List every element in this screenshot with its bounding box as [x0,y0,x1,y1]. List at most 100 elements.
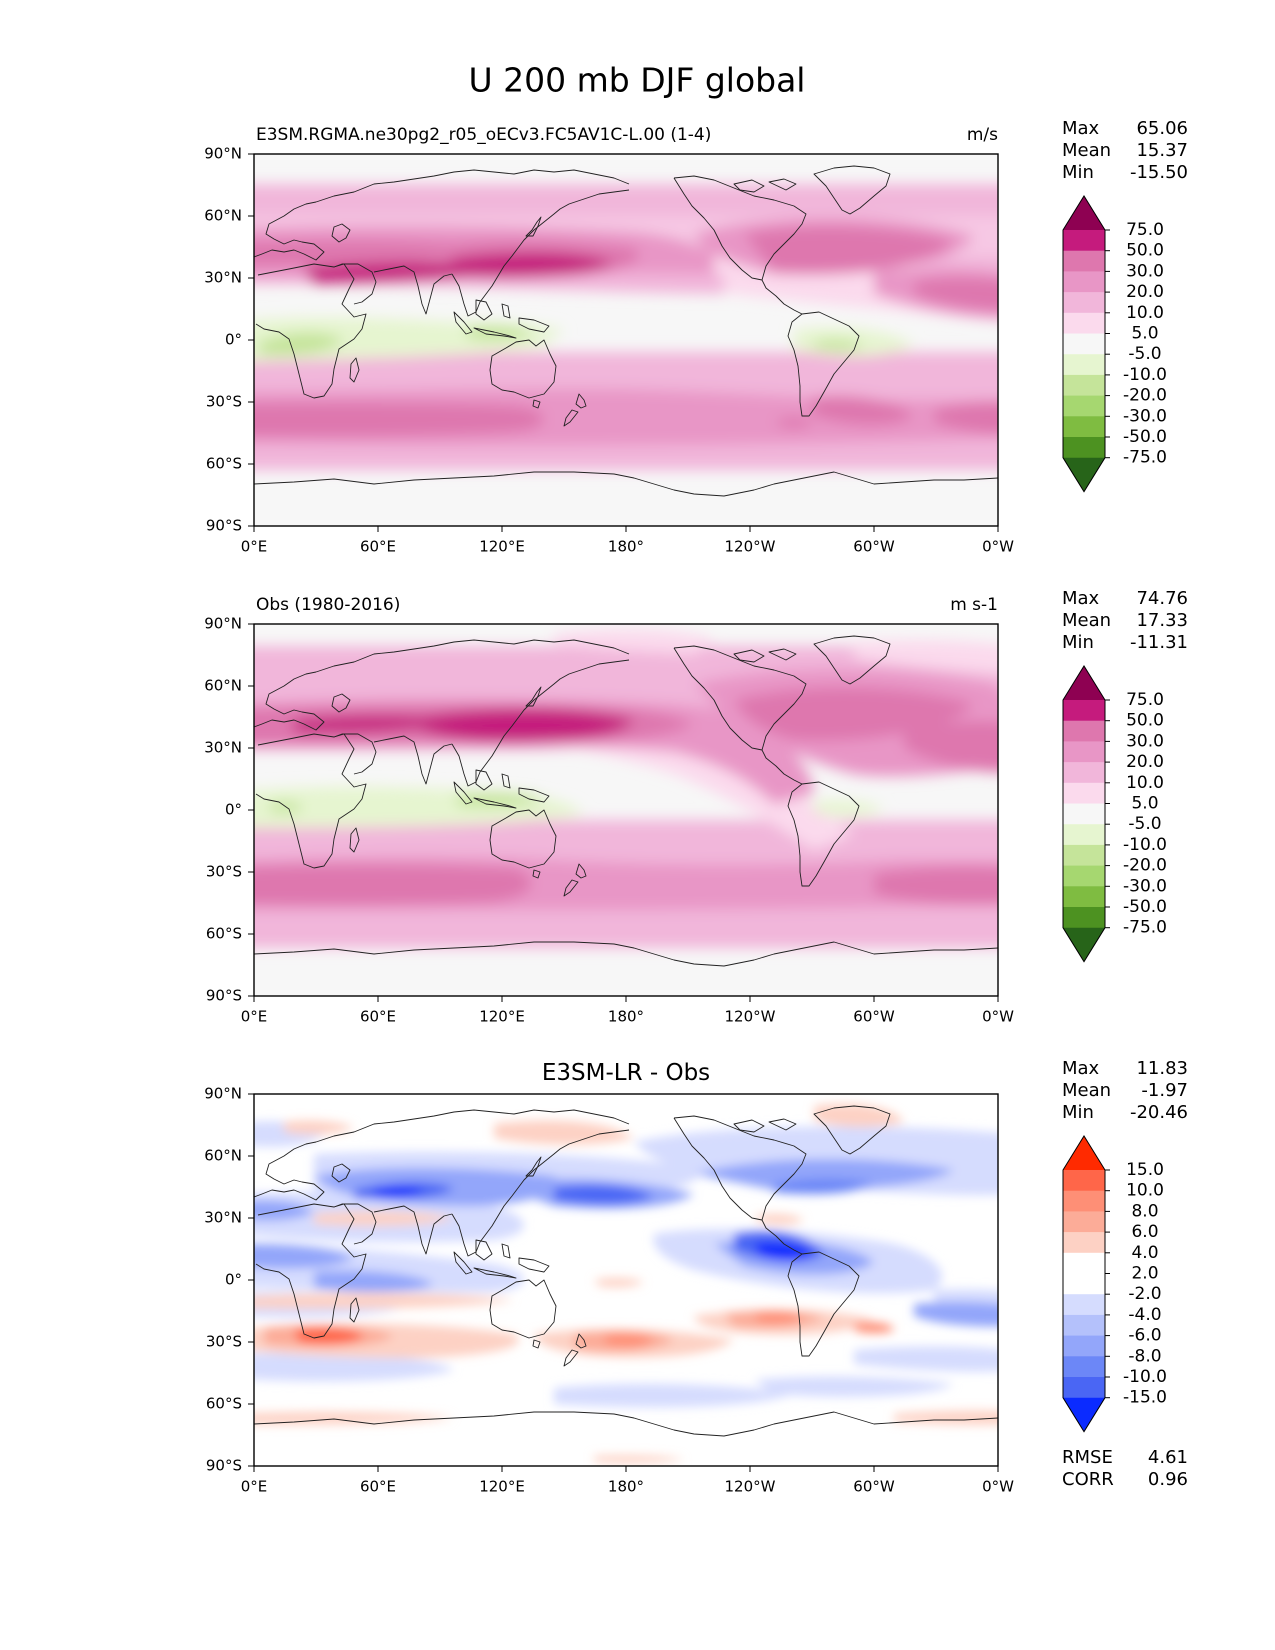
lat-tick-label: 60°S [206,1395,242,1413]
colorbar-label: 10.0 [1126,303,1164,323]
stat-label-mean: Mean [1062,140,1111,161]
colorbar-label: -8.0 [1128,1346,1161,1366]
lat-tick-label: 90°N [204,615,242,633]
colorbar-label: 50.0 [1126,711,1164,731]
panel-diff: E3SM-LR - Obs [204,1058,1188,1496]
colorbar-segment [1063,354,1105,376]
colorbar-label: -30.0 [1123,876,1167,896]
colorbar-segment [1063,1356,1105,1378]
colorbar-segment [1063,1314,1105,1337]
lon-tick-label: 60°W [853,1478,895,1496]
colorbar-segment [1063,782,1105,805]
lon-tick-label: 180° [608,1008,644,1026]
lon-tick-label: 0°E [241,538,268,556]
colorbar-label: 20.0 [1126,752,1164,772]
lat-tick-label: 60°N [204,1147,242,1165]
panel-model-stats: Max 65.06 Mean 15.37 Min -15.50 [1062,118,1188,183]
colorbar-label: -10.0 [1123,835,1167,855]
lat-tick-label: 90°S [206,517,242,535]
stat-value-mean: 17.33 [1136,610,1188,631]
lon-tick-label: 120°E [479,1008,525,1026]
stat-value-max: 65.06 [1136,118,1188,139]
stat-value-rmse: 4.61 [1148,1447,1188,1468]
lat-tick-label: 30°S [206,1333,242,1351]
lat-tick-label: 90°S [206,1457,242,1475]
lon-tick-label: 0°E [241,1008,268,1026]
colorbar-segment [1063,395,1105,417]
stat-label-max: Max [1062,1058,1100,1079]
colorbar-label: 10.0 [1126,773,1164,793]
stat-label-mean: Mean [1062,1080,1111,1101]
colorbar-extend-min [1063,1397,1105,1432]
colorbar-label: -6.0 [1128,1326,1161,1346]
colorbar-segment [1063,1294,1105,1316]
colorbar-segment [1063,1170,1105,1192]
stat-label-corr: CORR [1062,1469,1114,1490]
panel-obs: Obs (1980-2016) m s-1 [204,588,1188,1026]
colorbar-segment [1063,865,1105,887]
colorbar-segment [1063,1273,1105,1295]
stat-label-min: Min [1062,632,1094,653]
colorbar-extend-max [1063,1136,1105,1170]
panel-obs-stats: Max 74.76 Mean 17.33 Min -11.31 [1062,588,1188,653]
colorbar-label: 10.0 [1126,1181,1164,1201]
colorbar-segment [1063,886,1105,908]
colorbar-label: 50.0 [1126,241,1164,261]
stat-value-corr: 0.96 [1148,1469,1188,1490]
colorbar-label: -2.0 [1128,1284,1161,1304]
colorbar-label: -50.0 [1123,427,1167,447]
lat-tick-label: 30°N [204,269,242,287]
stat-label-min: Min [1062,162,1094,183]
colorbar-label: -20.0 [1123,856,1167,876]
colorbar-segment [1063,437,1105,459]
lon-tick-label: 60°E [360,1008,396,1026]
stat-value-min: -11.31 [1130,632,1188,653]
lon-tick-label: 120°E [479,1478,525,1496]
colorbar-label: -30.0 [1123,406,1167,426]
lat-tick-label: 90°N [204,145,242,163]
lon-tick-label: 60°E [360,538,396,556]
colorbar-segment [1063,907,1105,929]
colorbar-extend-max [1063,196,1105,230]
lat-tick-label: 90°N [204,1085,242,1103]
colorbar-label: 75.0 [1126,690,1164,710]
panel-obs-lon-ticks: 0°E 60°E 120°E 180° 120°W 60°W 0°W [241,996,1014,1026]
stat-value-min: -15.50 [1130,162,1188,183]
colorbar-segment [1063,803,1105,825]
lon-tick-label: 60°W [853,538,895,556]
panel-diff-title: E3SM-LR - Obs [542,1060,710,1086]
colorbar-segment [1063,762,1105,784]
panel-obs-map [254,624,998,996]
colorbar-segment [1063,1252,1105,1275]
figure-title: U 200 mb DJF global [469,61,806,100]
colorbar-segment [1063,271,1105,293]
colorbar-segment [1063,1190,1105,1212]
colorbar-label: 4.0 [1131,1243,1158,1263]
lon-tick-label: 0°W [982,1478,1014,1496]
stat-value-max: 74.76 [1136,588,1188,609]
colorbar-segment [1063,1377,1105,1399]
lat-tick-label: 30°S [206,863,242,881]
colorbar-label: -20.0 [1123,386,1167,406]
stat-label-mean: Mean [1062,610,1111,631]
lat-tick-label: 30°N [204,739,242,757]
lon-tick-label: 180° [608,538,644,556]
colorbar-segment [1063,741,1105,763]
lat-tick-label: 0° [225,331,242,349]
colorbar-segment [1063,720,1105,742]
panel-model-units: m/s [967,125,998,145]
panel-obs-colorbar: 75.050.030.020.010.05.0-5.0-10.0-20.0-30… [1062,665,1167,963]
panel-model-colorbar: 75.050.030.020.010.05.0-5.0-10.0-20.0-30… [1062,195,1167,493]
lon-tick-label: 120°E [479,538,525,556]
colorbar-label: -5.0 [1128,344,1161,364]
panel-model-lat-ticks: 90°N 60°N 30°N 0° 30°S 60°S 90°S [204,145,254,535]
lon-tick-label: 120°W [725,1008,776,1026]
colorbar-segment [1063,230,1105,252]
colorbar-segment [1063,1211,1105,1233]
colorbar-label: -10.0 [1123,365,1167,385]
colorbar-segment [1063,292,1105,314]
stat-value-mean: 15.37 [1136,140,1188,161]
stat-value-min: -20.46 [1130,1102,1188,1123]
colorbar-label: 5.0 [1131,794,1158,814]
